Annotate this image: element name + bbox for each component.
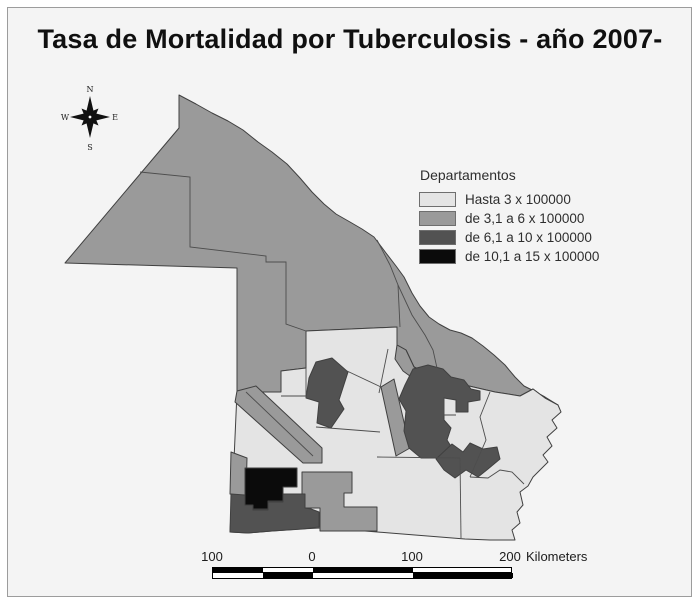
map-border-east-horizontal-border xyxy=(376,456,461,459)
legend-swatch-light xyxy=(419,192,456,207)
scale-bar-row-2 xyxy=(212,573,513,579)
legend-item-medium: de 3,1 a 6 x 100000 xyxy=(419,209,649,228)
scale-bar-label: 0 xyxy=(308,549,316,564)
legend-swatch-dark xyxy=(419,230,456,245)
map-region-black-department xyxy=(244,467,298,510)
compass-star xyxy=(70,96,110,138)
page-title: Tasa de Mortalidad por Tuberculosis - añ… xyxy=(37,24,663,54)
compass-label-s: S xyxy=(87,143,92,152)
compass-label-e: E xyxy=(112,113,118,122)
legend-item-label: Hasta 3 x 100000 xyxy=(465,192,571,207)
legend-swatch-black xyxy=(419,249,456,264)
scale-bar-graphic xyxy=(212,567,513,579)
map-border-narrow-strip-border xyxy=(378,348,389,394)
scale-bar-row-1 xyxy=(212,567,512,573)
map-border-north-central-border xyxy=(376,239,401,328)
compass-label-n: N xyxy=(87,85,94,94)
map-border-northeast-internal-border xyxy=(397,284,438,369)
legend-item-black: de 10,1 a 15 x 100000 xyxy=(419,247,649,266)
map-border-east-vertical-border xyxy=(459,457,462,539)
legend-title: Departamentos xyxy=(420,167,516,183)
scale-bar-segment xyxy=(313,568,413,572)
map-border-east-lower-border xyxy=(469,469,525,485)
legend-item-label: de 6,1 a 10 x 100000 xyxy=(465,230,592,245)
legend: Departamentos Hasta 3 x 100000 de 3,1 a 6… xyxy=(419,167,649,266)
legend-item-label: de 10,1 a 15 x 100000 xyxy=(465,249,600,264)
legend-item-dark: de 6,1 a 10 x 100000 xyxy=(419,228,649,247)
legend-item-light: Hasta 3 x 100000 xyxy=(419,190,649,209)
scale-bar-segment xyxy=(263,573,313,578)
scale-bar-unit-label: Kilometers xyxy=(526,549,588,564)
legend-swatch-medium xyxy=(419,211,456,226)
compass-rose-icon: N E S W xyxy=(61,85,118,152)
map-region-west-border-wedge xyxy=(229,451,248,498)
scale-bar-segment xyxy=(213,568,263,572)
scale-bar-label: 100 xyxy=(401,549,423,564)
scale-bar-label: 100 xyxy=(201,549,223,564)
map-border-east-river-dept-border xyxy=(469,391,491,478)
map-region-southeast-dark-department xyxy=(435,442,501,479)
map-border-south-center-border xyxy=(315,426,381,433)
map-border-parallelogram-border xyxy=(346,370,382,388)
scale-bar-label: 200 xyxy=(499,549,521,564)
legend-item-label: de 3,1 a 6 x 100000 xyxy=(465,211,585,226)
scale-bar: Kilometers 100 0 100 200 xyxy=(201,549,612,583)
legend-items: Hasta 3 x 100000 de 3,1 a 6 x 100000 de 6,… xyxy=(419,190,649,266)
map-region-south-medium-block xyxy=(301,471,378,532)
map-border-dark-cluster-inner-border xyxy=(443,398,456,416)
map-border-strip-centerline xyxy=(245,391,314,457)
map-border-nw-internal-border xyxy=(139,171,307,332)
compass-label-w: W xyxy=(61,113,70,122)
scale-bar-segment xyxy=(413,573,513,578)
